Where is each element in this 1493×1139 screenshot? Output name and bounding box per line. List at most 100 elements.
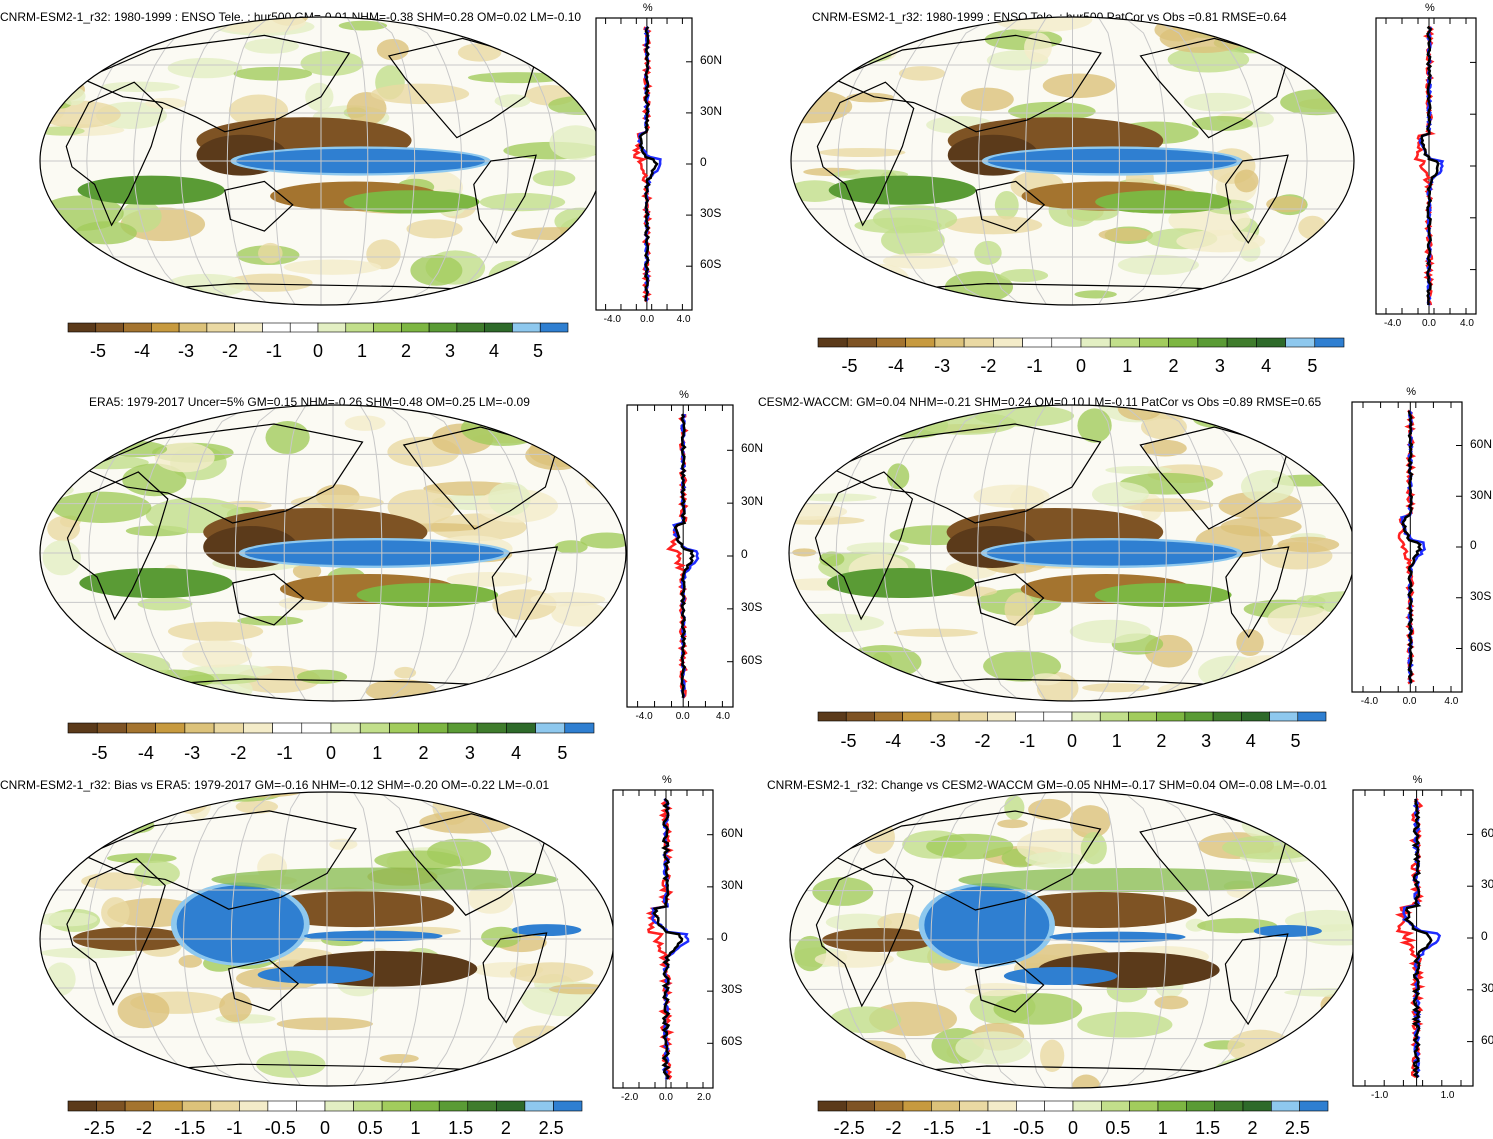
lat-tick-label: 30S [1470,589,1492,604]
colorbar-label: -1.5 [174,1118,206,1138]
colorbar-label: -2 [974,731,991,751]
profile-x-tick-label: 4.0 [676,314,691,325]
profile-unit: % [642,2,653,14]
colorbar-label: 3 [444,341,455,361]
lat-tick-label: 60N [1470,436,1493,451]
colorbar-label: -1 [265,341,282,361]
colorbar-label: -1.5 [923,1118,955,1138]
colorbar-label: 1 [1111,731,1122,751]
colorbar-label: 4 [1261,356,1272,376]
colorbar-label: 4 [1245,731,1256,751]
colorbar-label: -3 [929,731,946,751]
colorbar-label: -3 [184,743,201,763]
lat-tick-label: 60N [721,825,744,840]
lat-tick-label: 30S [721,982,743,997]
lat-tick-label: 30S [700,206,722,221]
panel-title: CESM2-WACCM: GM=0.04 NHM=-0.21 SHM=0.24 … [758,395,1322,409]
profile-x-tick-label: 4.0 [1460,318,1474,329]
panel-title: CNRM-ESM2-1_r32: Bias vs ERA5: 1979-2017… [0,778,550,792]
map [788,404,1356,702]
colorbar-label: 2 [1156,731,1167,751]
colorbar-label: 1.5 [1195,1118,1221,1138]
profile-x-tick-label: 0.0 [659,1092,673,1103]
colorbar-label: 1 [372,743,383,763]
profile-x-tick-label: 2.0 [697,1092,711,1103]
colorbar [67,1100,583,1112]
colorbar-label: -3 [177,341,194,361]
colorbar-label: -5 [91,743,108,763]
colorbar-label: -4 [887,356,904,376]
colorbar-label: -1 [276,743,293,763]
map [790,16,1355,306]
lat-tick-label: 30S [1481,877,1493,892]
colorbar-label: 0 [1067,1118,1078,1138]
colorbar-label: 2.5 [1284,1118,1310,1138]
colorbar-label: 1 [410,1118,421,1138]
map [39,791,615,1087]
colorbar-label: 2 [418,743,429,763]
map [39,16,603,306]
colorbar-label: -4 [885,731,902,751]
colorbar [817,337,1345,348]
colorbar-label: -1 [1026,356,1043,376]
colorbar-label: -2.5 [83,1118,115,1138]
colorbar-label: 2 [400,341,411,361]
panel-title: CNRM-ESM2-1_r32: 1980-1999 : ENSO Tele. … [0,10,582,24]
colorbar-label: 0 [325,743,336,763]
lat-tick-label: 60S [741,652,763,667]
lat-tick-label: 0 [741,546,748,561]
lat-tick-label: 60S [1470,639,1492,654]
lat-tick-label: 0 [1470,538,1477,553]
colorbar-label: -1 [226,1118,243,1138]
lat-tick-label: 30S [741,599,763,614]
panel-title: ERA5: 1979-2017 Uncer=5% GM=0.15 NHM=-0.… [89,395,530,409]
colorbar [817,1100,1329,1112]
lat-tick-label: 30N [1470,487,1493,502]
colorbar-label: -2.5 [833,1118,865,1138]
lat-tick-label: 60S [700,257,722,272]
colorbar-label: -5 [841,356,858,376]
zonal-profile [612,789,714,1089]
profile-x-tick-label: -1.0 [1371,1090,1389,1101]
colorbar [67,722,595,734]
lat-tick-label: 30S [1481,980,1493,995]
colorbar-label: -2 [221,341,238,361]
colorbar-label: -3 [934,356,951,376]
profile-x-tick-label: -4.0 [603,314,621,325]
colorbar-label: 0.5 [357,1118,383,1138]
profile-unit: % [662,774,672,786]
lat-tick-label: 30N [700,104,723,119]
colorbar-label: 4 [511,743,522,763]
colorbar-label: 4 [488,341,499,361]
profile-x-tick-label: -4.0 [1384,318,1402,329]
colorbar-label: -0.5 [1013,1118,1045,1138]
colorbar-label: 1 [1157,1118,1168,1138]
colorbar-label: 2 [1168,356,1179,376]
colorbar [67,322,569,333]
profile-x-tick-label: 0.0 [1402,696,1417,707]
colorbar-label: -5 [840,731,857,751]
colorbar-label: 1 [356,341,367,361]
lat-tick-label: 0 [721,930,728,945]
colorbar-label: 5 [1290,731,1301,751]
profile-x-tick-label: -2.0 [621,1092,639,1103]
colorbar-label: 5 [1307,356,1318,376]
lat-tick-label: 30N [741,494,764,509]
profile-x-tick-label: -4.0 [635,711,653,722]
colorbar-label: -2 [885,1118,902,1138]
colorbar-label: -5 [89,341,106,361]
colorbar [817,711,1327,722]
colorbar-label: 2 [500,1118,511,1138]
panel-title: CNRM-ESM2-1_r32: Change vs CESM2-WACCM G… [767,778,1328,792]
lat-tick-label: 0 [1481,929,1488,944]
lat-tick-label: 60S [721,1034,743,1049]
colorbar-label: 1.5 [448,1118,474,1138]
colorbar-label: -4 [133,341,150,361]
colorbar-label: 0 [319,1118,330,1138]
colorbar-label: -0.5 [264,1118,296,1138]
zonal-profile [595,17,693,311]
profile-x-tick-label: 1.0 [1440,1090,1455,1101]
colorbar-label: 3 [1201,731,1212,751]
zonal-profile [626,404,734,708]
profile-x-tick-label: 4.0 [1444,696,1459,707]
